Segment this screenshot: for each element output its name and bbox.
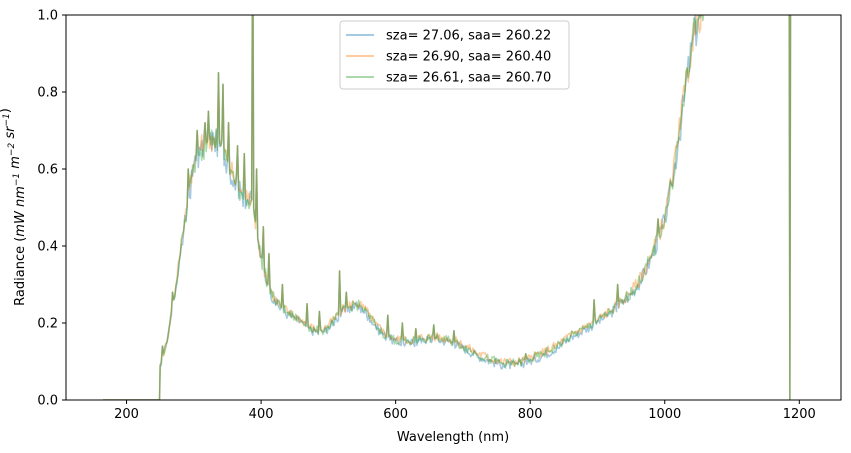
x-tick-label: 600 <box>383 407 408 422</box>
x-tick-label: 200 <box>114 407 139 422</box>
series-line-2 <box>103 15 792 400</box>
legend-box <box>339 20 570 90</box>
y-tick-label: 0.6 <box>37 163 58 178</box>
legend-label-2: sza= 26.90, saa= 260.40 <box>386 50 551 65</box>
x-axis-ticks: 200 400 600 800 1000 1200 <box>114 400 816 422</box>
y-tick-label: 0.4 <box>37 240 58 255</box>
y-tick-label: 0.2 <box>37 317 58 332</box>
legend-label-1: sza= 27.06, saa= 260.22 <box>386 29 551 44</box>
series-layer <box>103 15 792 400</box>
x-axis-label: Wavelength (nm) <box>397 430 509 445</box>
y-axis-ticks: 0.0 0.2 0.4 0.6 0.8 1.0 <box>37 9 66 409</box>
y-tick-label: 0.8 <box>37 86 58 101</box>
series-line-1 <box>103 15 792 400</box>
x-tick-label: 800 <box>518 407 543 422</box>
y-tick-label: 1.0 <box>37 9 58 24</box>
x-tick-label: 1200 <box>783 407 816 422</box>
x-tick-label: 1000 <box>648 407 681 422</box>
legend: sza= 27.06, saa= 260.22 sza= 26.90, saa= … <box>339 20 570 90</box>
y-tick-label: 0.0 <box>37 394 58 409</box>
y-axis-label: Radiance (mW nm−1 m−2 sr−1) <box>0 108 28 306</box>
plot-frame <box>65 14 842 401</box>
legend-label-3: sza= 26.61, saa= 260.70 <box>386 71 551 86</box>
series-line-3 <box>103 15 792 400</box>
x-tick-label: 400 <box>249 407 274 422</box>
